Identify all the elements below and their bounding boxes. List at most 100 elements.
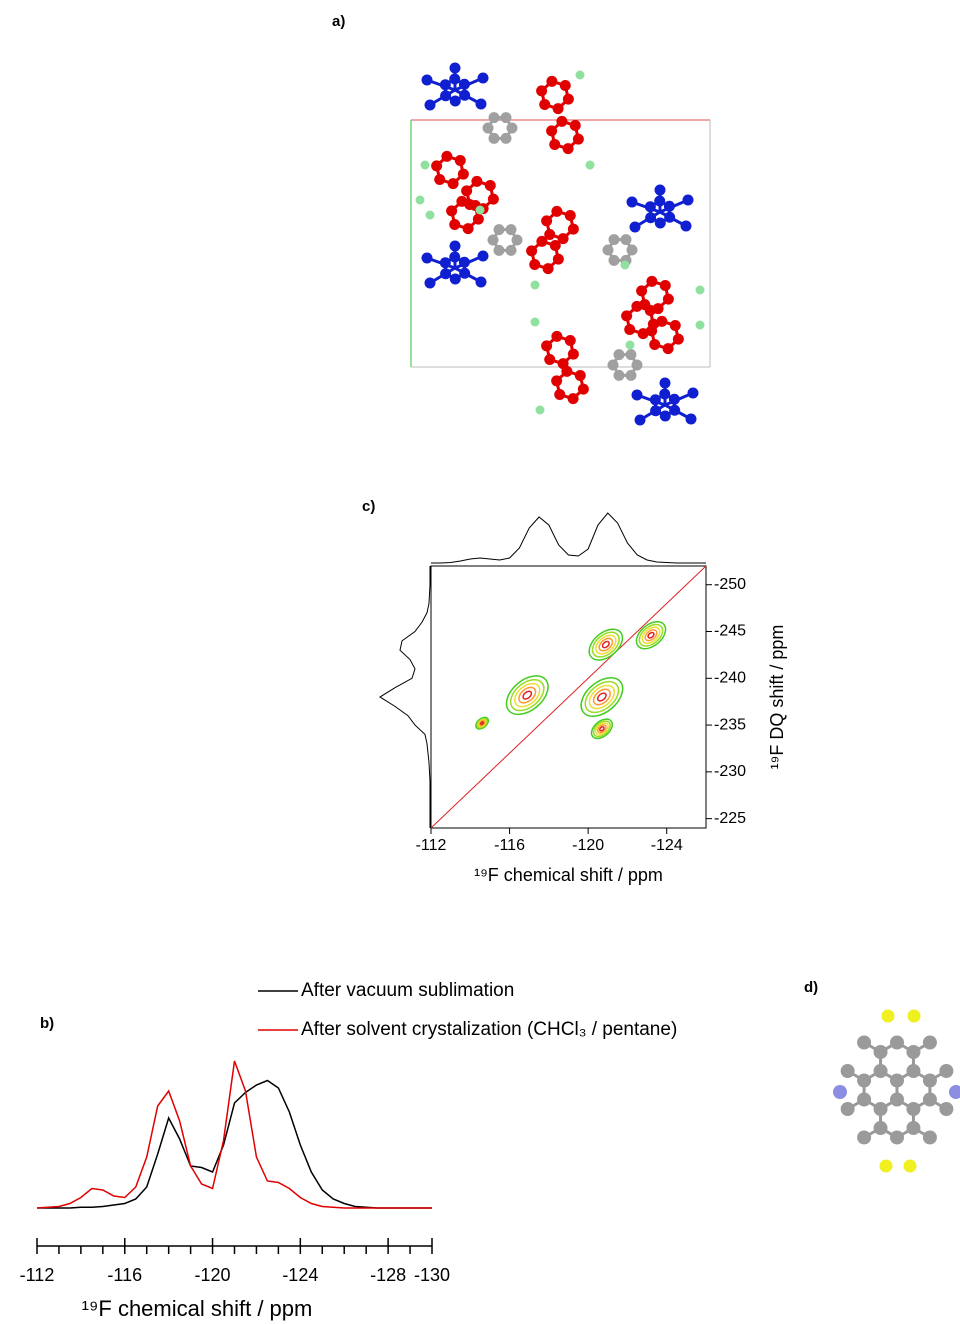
atom bbox=[673, 334, 684, 345]
x-tick-label: -116 bbox=[494, 837, 525, 854]
atom bbox=[670, 320, 681, 331]
atom bbox=[563, 143, 574, 154]
contour bbox=[588, 627, 624, 661]
atom bbox=[422, 75, 433, 86]
atom bbox=[476, 206, 485, 215]
atom bbox=[556, 116, 567, 127]
atom bbox=[449, 219, 460, 230]
atom bbox=[501, 133, 512, 144]
atom bbox=[578, 384, 589, 395]
atom bbox=[906, 1064, 920, 1078]
y-tick-label: -245 bbox=[714, 623, 746, 640]
y-axis-label: ¹⁹F DQ shift / ppm bbox=[767, 625, 787, 770]
atom bbox=[450, 273, 461, 284]
figure: a) d) c) b) -112-116-120-124-225-230-235… bbox=[0, 0, 960, 1324]
atom bbox=[681, 221, 692, 232]
atom bbox=[624, 324, 635, 335]
x-axis-label: ¹⁹F chemical shift / ppm bbox=[474, 865, 663, 885]
atom bbox=[425, 278, 436, 289]
atom bbox=[906, 1045, 920, 1059]
atom bbox=[434, 174, 445, 185]
atom bbox=[483, 123, 494, 134]
x-tick-label: -120 bbox=[572, 837, 604, 854]
atom bbox=[923, 1131, 937, 1145]
atom bbox=[663, 294, 674, 305]
atom bbox=[541, 215, 552, 226]
atom bbox=[553, 103, 564, 114]
panel-label: c) bbox=[362, 498, 375, 515]
atom bbox=[553, 254, 564, 265]
atom bbox=[526, 245, 537, 256]
x-tick-label: -128 bbox=[370, 1265, 406, 1285]
x-axis-label: ¹⁹F chemical shift / ppm bbox=[82, 1296, 313, 1321]
x-tick-label: -130 bbox=[414, 1265, 450, 1285]
atom bbox=[874, 1045, 888, 1059]
contour bbox=[591, 718, 613, 740]
contour bbox=[583, 623, 628, 666]
atom bbox=[416, 196, 425, 205]
atom bbox=[529, 259, 540, 270]
atom bbox=[874, 1121, 888, 1135]
atom bbox=[570, 120, 581, 131]
atom bbox=[549, 139, 560, 150]
atom bbox=[939, 1102, 953, 1116]
atom bbox=[531, 318, 540, 327]
atom bbox=[660, 280, 671, 291]
atom bbox=[450, 95, 461, 106]
x-tick-label: -112 bbox=[416, 837, 447, 854]
atom bbox=[544, 354, 555, 365]
atom bbox=[696, 321, 705, 330]
atom bbox=[655, 217, 666, 228]
atom bbox=[626, 349, 637, 360]
atom bbox=[575, 370, 586, 381]
legend-label: After solvent crystalization (CHCl₃ / pe… bbox=[301, 1019, 677, 1040]
spectrum-line bbox=[37, 1061, 432, 1208]
contour bbox=[574, 670, 630, 724]
atom bbox=[626, 341, 635, 350]
atom bbox=[857, 1093, 871, 1107]
atom bbox=[627, 197, 638, 208]
atom bbox=[546, 76, 557, 87]
atom bbox=[450, 241, 461, 252]
atom bbox=[609, 234, 620, 245]
x-tick-label: -124 bbox=[651, 837, 683, 854]
atom bbox=[621, 310, 632, 321]
atom bbox=[646, 325, 657, 336]
contour bbox=[510, 679, 544, 711]
legend-label: After vacuum sublimation bbox=[301, 980, 514, 1001]
atom bbox=[485, 180, 496, 191]
atom bbox=[463, 223, 474, 234]
atom bbox=[573, 134, 584, 145]
atom bbox=[565, 210, 576, 221]
contour bbox=[480, 722, 483, 725]
contour bbox=[585, 681, 619, 713]
atom bbox=[614, 370, 625, 381]
atom bbox=[906, 1102, 920, 1116]
contour bbox=[631, 616, 670, 654]
contour bbox=[592, 632, 619, 658]
atom bbox=[890, 1074, 904, 1088]
atom bbox=[488, 235, 499, 246]
atom bbox=[614, 349, 625, 360]
atom bbox=[636, 285, 647, 296]
atom bbox=[554, 389, 565, 400]
atom bbox=[546, 125, 557, 136]
atom bbox=[550, 240, 561, 251]
atom bbox=[576, 71, 585, 80]
atom bbox=[426, 211, 435, 220]
atom bbox=[551, 331, 562, 342]
atom bbox=[489, 112, 500, 123]
atom bbox=[603, 245, 614, 256]
atom bbox=[563, 94, 574, 105]
atom bbox=[626, 370, 637, 381]
atom bbox=[494, 224, 505, 235]
contour bbox=[505, 674, 550, 717]
atom bbox=[923, 1093, 937, 1107]
atom bbox=[551, 375, 562, 386]
atom bbox=[857, 1131, 871, 1145]
contour bbox=[499, 668, 555, 722]
atom bbox=[422, 253, 433, 264]
atom bbox=[621, 261, 630, 270]
atom bbox=[857, 1074, 871, 1088]
atom bbox=[686, 414, 697, 425]
